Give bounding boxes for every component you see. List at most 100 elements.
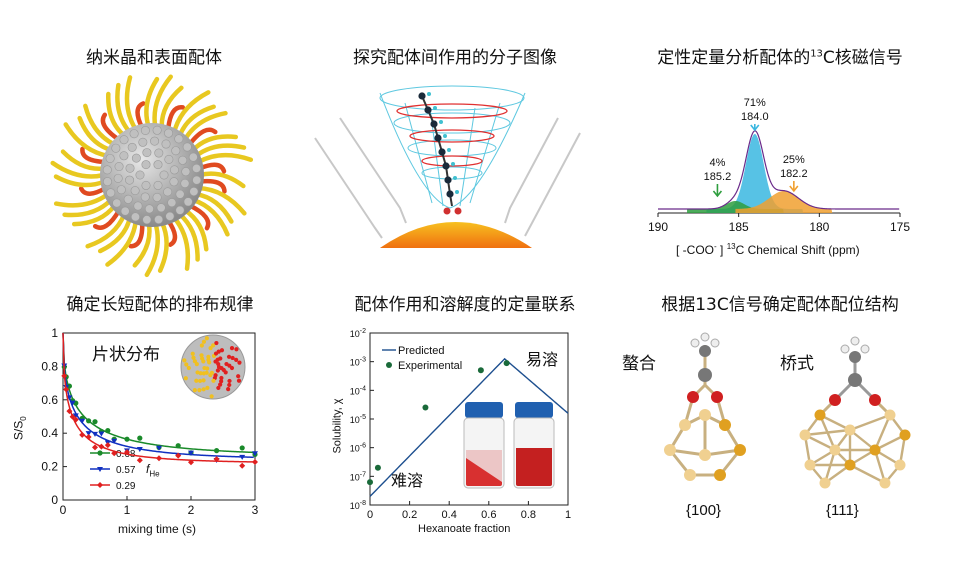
mixing-x-tick-label: 1 [124, 503, 131, 517]
mixing-point [66, 395, 73, 401]
nmr-peak-arrowhead [712, 190, 723, 198]
mixing-point [124, 449, 130, 456]
sphere-ligand-dot [234, 357, 239, 363]
carbon-atom [848, 373, 862, 387]
mixing-point [61, 372, 68, 379]
mixing-point [69, 413, 76, 420]
metal-atom [844, 459, 856, 471]
title-coordination: 根据13C信号确定配体配位结构 [661, 295, 899, 315]
carbon-atom [849, 351, 861, 363]
solubility-y-tick-label: 10-8 [350, 500, 366, 511]
solubility-experimental-point [367, 479, 373, 486]
mixing-plot-frame [62, 332, 256, 501]
mixing-legend-var-sub: He [149, 469, 160, 479]
mixing-point [86, 418, 92, 424]
mixing-point [214, 448, 220, 454]
bridge-bond [849, 413, 891, 432]
chain-carbon [444, 176, 452, 184]
ligand-interaction-illustration [314, 85, 581, 248]
sphere-ligand-dot [199, 356, 205, 361]
sphere-ligand-dot [192, 359, 198, 364]
mixing-legend-marker [97, 467, 103, 472]
mixing-point [92, 419, 98, 425]
sphere-ligand-dot [205, 385, 210, 390]
oxygen-atom [829, 394, 841, 406]
solubility-predicted-curve [369, 357, 569, 497]
solubility-legend-predicted: Predicted [398, 345, 445, 357]
mixing-legend-marker [97, 450, 103, 456]
core-atom [192, 163, 202, 173]
solubility-legend-experimental: Experimental [398, 360, 463, 372]
sphere-ligand-dot [230, 355, 235, 361]
sphere-ligand-dot [236, 374, 241, 379]
chain-hydrogen [443, 134, 447, 138]
sphere-ligand-dot [223, 370, 228, 375]
nmr-x-label-c: C Chemical Shift (ppm) [735, 243, 860, 257]
mixing-y-tick-label: 0.2 [41, 460, 58, 474]
sphere-ligand-dot [202, 365, 207, 371]
core-atom [154, 148, 164, 158]
solubility-x-tick-label: 0.2 [402, 509, 417, 521]
core-atom [183, 197, 193, 207]
chain-hydrogen [439, 120, 443, 124]
mixing-legend-var-main: f [146, 462, 150, 476]
metal-atom [844, 424, 856, 436]
solubility-y-tick-exponent: -8 [360, 500, 366, 507]
core-atom [105, 153, 115, 163]
solubility-y-tick-exponent: -7 [360, 471, 366, 478]
nmr-peak-arrowhead [789, 185, 799, 193]
nmr-spectrum: 190 185 180 175 71% 184.0 4% 185.2 25% 182.2 [648, 97, 910, 234]
oxygen-atom [687, 391, 699, 403]
ligand-strand [53, 191, 111, 208]
hydrogen-atom [690, 338, 700, 348]
nmr-tick-label: 185 [729, 220, 749, 234]
metal-atom [684, 469, 696, 481]
metal-atom [664, 444, 676, 456]
core-atom [123, 194, 133, 204]
chain-carbon [430, 120, 438, 128]
metal-atom [679, 419, 691, 431]
bridge-structure [799, 336, 911, 489]
core-atom [135, 170, 145, 180]
core-atom [130, 212, 140, 222]
hydrogen-atom [710, 338, 720, 348]
core-atom [102, 165, 112, 175]
core-atom [152, 125, 162, 135]
core-atom [144, 204, 154, 214]
metal-atom [804, 459, 816, 471]
mixing-point [85, 434, 92, 441]
title-nmr-analysis: 定性定量分析配体的13C核磁信号 [657, 43, 903, 68]
sphere-ligand-dot [191, 355, 196, 360]
core-atom [188, 152, 198, 162]
solubility-y-tick-label: 10-2 [350, 328, 366, 339]
chain-carbon [418, 92, 426, 100]
metal-atom [829, 444, 841, 456]
mixing-y-tick-label: 1 [51, 326, 58, 340]
mixing-point [136, 447, 143, 453]
metal-atom [899, 429, 911, 441]
core-atom [119, 135, 129, 145]
core-atom [138, 137, 148, 147]
core-atom [192, 175, 202, 185]
mixing-point [92, 431, 98, 437]
solubility-label-high: 易溶 [526, 350, 559, 369]
sphere-ligand-dot [226, 354, 232, 359]
core-atom [164, 128, 174, 138]
metal-atom [799, 429, 811, 441]
mixing-point [92, 444, 98, 451]
title-nanocrystal-ligands: 纳米晶和表面配体 [86, 48, 222, 68]
mixing-point [98, 443, 105, 450]
mixing-point [252, 451, 258, 457]
mixing-point [156, 455, 162, 462]
mixing-point [137, 435, 143, 441]
title-ligand-interaction: 探究配体间作用的分子图像 [353, 48, 557, 68]
chain-hydrogen [453, 176, 457, 180]
metal-atom [719, 419, 731, 431]
central-ligand-chain [418, 92, 462, 215]
core-atom [150, 136, 160, 146]
title-nmr-main: 定性定量分析配体的 [657, 48, 811, 68]
sphere-ligand-dot [209, 394, 214, 399]
mixing-point [239, 454, 246, 460]
chain-hydrogen [447, 148, 451, 152]
ligand-strand [190, 197, 230, 237]
